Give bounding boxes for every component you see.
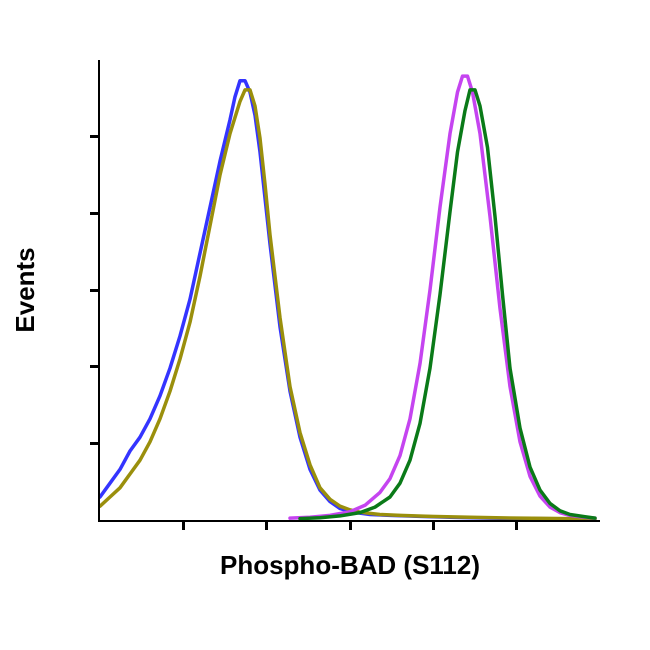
x-tick — [265, 520, 268, 530]
x-tick — [349, 520, 352, 530]
y-axis-label: Events — [10, 190, 50, 390]
series-magenta — [290, 76, 595, 518]
y-tick — [90, 365, 100, 368]
y-tick — [90, 135, 100, 138]
series-blue — [100, 81, 590, 519]
y-tick — [90, 212, 100, 215]
x-tick — [182, 520, 185, 530]
y-tick — [90, 442, 100, 445]
x-tick — [432, 520, 435, 530]
x-axis-label: Phospho-BAD (S112) — [100, 550, 600, 581]
x-tick — [515, 520, 518, 530]
y-tick — [90, 289, 100, 292]
series-olive — [100, 90, 595, 519]
figure: Events Phospho-BAD (S112) — [0, 0, 650, 650]
